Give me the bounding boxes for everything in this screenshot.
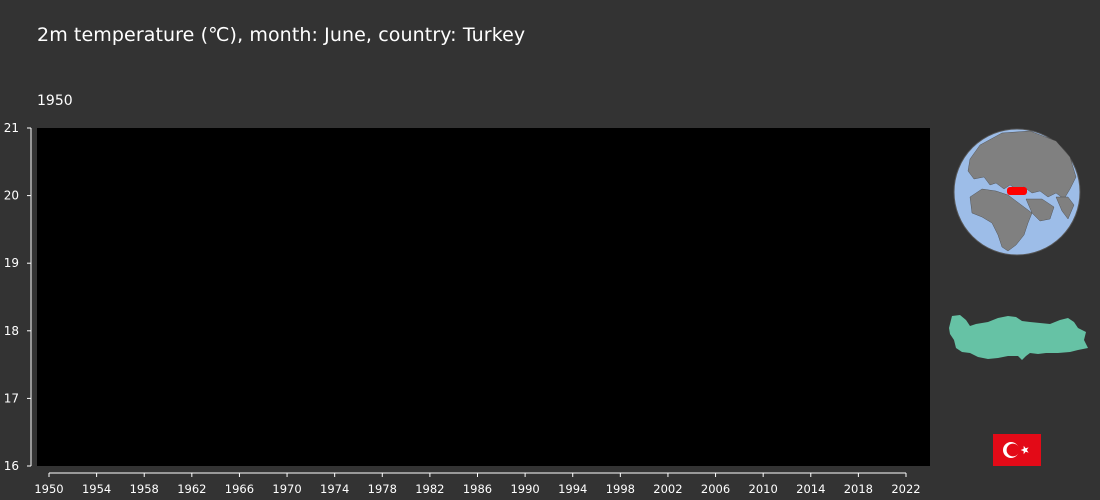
- x-tick-label: 1958: [130, 482, 159, 496]
- y-tick-label: 17: [4, 391, 19, 405]
- x-tick-label: 1962: [177, 482, 206, 496]
- globe-country-highlight: [1007, 187, 1027, 195]
- y-tick-label: 21: [4, 121, 19, 135]
- x-tick-label: 1990: [510, 482, 539, 496]
- x-tick-label: 2014: [796, 482, 825, 496]
- y-tick-label: 18: [4, 324, 19, 338]
- y-tick-label: 16: [4, 459, 19, 473]
- x-tick-label: 1986: [463, 482, 492, 496]
- y-axis-ticks: 16 17 18 19 20 21: [4, 121, 31, 473]
- y-tick-label: 19: [4, 256, 19, 270]
- chart-title: 2m temperature (℃), month: June, country…: [37, 24, 526, 46]
- x-tick-label: 2002: [653, 482, 682, 496]
- turkey-map-icon: [949, 315, 1088, 360]
- x-tick-label: 1954: [82, 482, 111, 496]
- x-tick-label: 1982: [415, 482, 444, 496]
- globe-landmass-india: [1055, 196, 1075, 220]
- current-year-label: 1950: [37, 93, 73, 109]
- x-tick-label: 2006: [701, 482, 730, 496]
- globe-landmass-africa: [969, 188, 1033, 252]
- globe-landmass-arabia: [1025, 198, 1055, 222]
- x-tick-label: 1978: [368, 482, 397, 496]
- x-tick-label: 2022: [891, 482, 920, 496]
- x-tick-label: 1950: [34, 482, 63, 496]
- globe-landmass-europe-asia: [967, 130, 1077, 200]
- x-tick-label: 1998: [606, 482, 635, 496]
- x-tick-label: 1994: [558, 482, 587, 496]
- x-tick-label: 2010: [749, 482, 778, 496]
- x-tick-label: 1970: [272, 482, 301, 496]
- y-tick-label: 20: [4, 189, 19, 203]
- x-axis-ticks: 1950 1954 1958 1962 1966 1970 1974 1978 1982 1986…: [34, 473, 921, 496]
- globe-icon: [953, 128, 1081, 256]
- turkey-flag-icon: [993, 434, 1041, 466]
- x-tick-label: 2018: [844, 482, 873, 496]
- temperature-chart: 16 17 18 19 20 21 1950 1954 1958 1962 1966 1970 197…: [4, 121, 930, 496]
- x-tick-label: 1966: [225, 482, 254, 496]
- plot-area: [37, 128, 930, 466]
- x-tick-label: 1974: [320, 482, 349, 496]
